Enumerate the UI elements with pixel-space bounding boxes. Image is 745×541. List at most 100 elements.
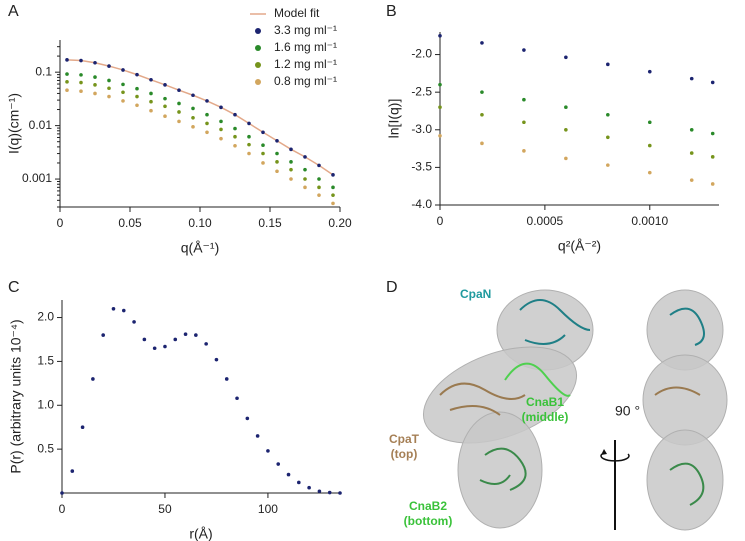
data-point xyxy=(275,138,279,143)
data-point xyxy=(233,143,237,148)
data-point xyxy=(689,127,694,132)
data-point xyxy=(205,121,209,126)
data-point xyxy=(297,480,301,485)
data-point xyxy=(65,58,69,62)
y-tick-label: 0.5 xyxy=(37,441,54,455)
data-point xyxy=(219,136,223,141)
data-point xyxy=(219,119,223,124)
data-point xyxy=(163,344,167,349)
data-point xyxy=(564,105,568,110)
y-tick-label: 0.1 xyxy=(35,64,52,78)
data-point xyxy=(564,55,568,60)
data-point xyxy=(245,416,250,421)
data-point xyxy=(289,160,293,164)
panel-label: A xyxy=(8,3,19,20)
data-point xyxy=(79,89,83,94)
panel-label: B xyxy=(386,3,397,20)
data-point xyxy=(286,472,291,477)
panel-label: C xyxy=(8,279,20,296)
legend-swatch xyxy=(255,45,261,51)
data-point xyxy=(205,112,209,117)
legend-label: 1.2 mg ml⁻¹ xyxy=(274,57,337,71)
y-tick-label: 1.0 xyxy=(37,397,54,411)
data-point xyxy=(121,99,125,103)
x-tick-label: 0.10 xyxy=(188,216,212,230)
data-point xyxy=(247,121,251,126)
ribbon xyxy=(504,362,571,397)
data-point xyxy=(163,114,167,119)
domain-label: CpaT (top) xyxy=(389,432,420,461)
data-point xyxy=(194,333,198,337)
data-point xyxy=(247,151,251,156)
data-point xyxy=(107,94,111,99)
data-point xyxy=(480,41,484,45)
ribbon xyxy=(519,299,591,345)
data-point xyxy=(219,127,223,132)
data-point xyxy=(142,337,147,342)
data-point xyxy=(247,134,251,139)
data-point xyxy=(191,125,195,129)
data-point xyxy=(149,99,153,104)
data-point xyxy=(132,320,136,324)
data-point xyxy=(710,155,715,159)
data-point xyxy=(135,72,139,77)
data-point xyxy=(163,96,167,101)
data-point xyxy=(183,332,188,337)
domain-label: CpaN xyxy=(460,287,491,301)
data-point xyxy=(233,134,237,139)
data-point xyxy=(121,68,125,72)
ribbon xyxy=(479,447,527,491)
data-point xyxy=(191,106,195,111)
legend-label: 0.8 mg ml⁻¹ xyxy=(274,74,337,88)
data-point xyxy=(101,333,105,337)
data-point xyxy=(303,177,307,181)
data-point xyxy=(327,490,332,495)
arrow-head xyxy=(601,449,607,455)
data-point xyxy=(60,491,64,495)
data-point xyxy=(522,48,526,52)
data-point xyxy=(606,135,610,140)
data-point xyxy=(647,120,652,125)
data-point xyxy=(522,120,526,125)
y-tick-label: -3.0 xyxy=(411,122,432,136)
surface-blob xyxy=(646,429,724,531)
surface-blob xyxy=(457,411,543,529)
data-point xyxy=(647,170,652,175)
y-tick-label: 1.5 xyxy=(37,354,54,368)
legend-label: 1.6 mg ml⁻¹ xyxy=(274,40,337,54)
legend-label: Model fit xyxy=(274,6,320,20)
data-point xyxy=(331,173,335,177)
data-point xyxy=(204,342,208,346)
x-tick-label: 0.20 xyxy=(328,216,352,230)
data-point xyxy=(205,130,209,135)
data-point xyxy=(317,489,322,494)
data-point xyxy=(135,86,139,91)
data-point xyxy=(276,462,281,466)
data-point xyxy=(522,97,526,102)
data-point xyxy=(261,130,265,135)
data-point xyxy=(79,73,83,77)
y-tick-label: 0.01 xyxy=(29,118,53,132)
data-point xyxy=(191,93,195,98)
domain-label: CnaB2 (bottom) xyxy=(404,499,453,528)
data-point xyxy=(689,76,694,81)
data-point xyxy=(93,83,97,87)
data-point xyxy=(606,163,610,167)
domain-label: CnaB1 (middle) xyxy=(522,395,569,424)
data-point xyxy=(91,377,95,381)
data-point xyxy=(317,163,321,168)
panel-d: D CpaN CnaB1 (middle) CpaT (top) CnaB2 (bot… xyxy=(386,279,728,531)
data-point xyxy=(163,83,167,87)
legend-swatch xyxy=(255,62,261,68)
x-tick-label: 100 xyxy=(258,502,278,516)
data-point xyxy=(606,62,610,67)
data-point xyxy=(80,425,85,430)
x-tick-label: 0 xyxy=(59,502,66,516)
data-point xyxy=(480,141,484,146)
data-point xyxy=(107,78,111,83)
data-point xyxy=(149,77,153,82)
ribbon xyxy=(439,382,526,416)
legend-label: 3.3 mg ml⁻¹ xyxy=(274,23,337,37)
data-point xyxy=(107,64,111,68)
